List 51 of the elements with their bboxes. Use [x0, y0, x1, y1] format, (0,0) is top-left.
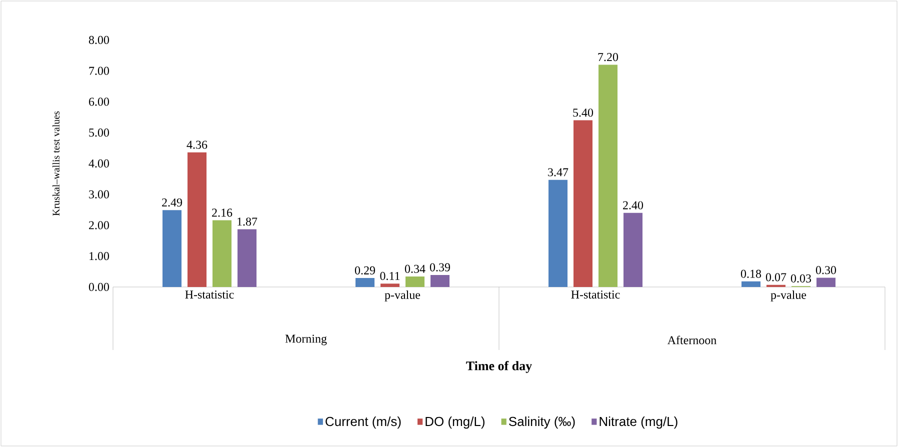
- bar: [212, 220, 232, 287]
- y-tick-label: 6.00: [88, 98, 110, 106]
- data-label: 2.16: [212, 208, 232, 217]
- bar: [574, 120, 592, 287]
- x-tick-label: p-value: [770, 290, 806, 302]
- legend-label: Nitrate (mg/L): [600, 416, 678, 429]
- bar: [238, 229, 257, 287]
- y-tick-label: 5.00: [89, 128, 110, 137]
- x-tick-label: H-statistic: [571, 290, 620, 299]
- y-tick-label: 7.00: [89, 66, 110, 75]
- bar: [548, 180, 568, 287]
- data-label: 3.47: [548, 168, 568, 176]
- text: Afternoon: [667, 336, 716, 344]
- bar: [623, 212, 642, 287]
- data-label: 0.39: [430, 263, 450, 272]
- data-label: 1.87: [238, 218, 258, 226]
- bar: [380, 284, 400, 287]
- y-tick-label: 0.00: [88, 282, 110, 292]
- y-tick-label: 8.00: [88, 36, 110, 44]
- bar: [356, 278, 374, 287]
- bar: [741, 281, 760, 287]
- data-label: 2.40: [623, 201, 644, 210]
- x-tick-label: p-value: [384, 290, 420, 302]
- data-label: 5.40: [573, 108, 594, 117]
- data-label: 0.11: [380, 272, 400, 280]
- legend-label: DO (mg/L): [426, 416, 484, 429]
- y-tick-label: 2.00: [89, 221, 110, 230]
- bar: [188, 152, 207, 287]
- data-label: 0.03: [790, 274, 812, 283]
- bar: [162, 210, 182, 287]
- data-label: 0.34: [404, 264, 426, 273]
- data-label: 0.18: [740, 270, 762, 278]
- data-label: 0.30: [816, 266, 836, 274]
- x-tick-label: H-statistic: [185, 290, 234, 299]
- bar: [406, 276, 424, 287]
- data-label: 4.36: [186, 140, 208, 149]
- y-tick-label: 4.00: [88, 159, 110, 168]
- text: Morning: [285, 334, 327, 346]
- data-label: 0.29: [354, 266, 376, 275]
- data-label: 2.49: [162, 198, 182, 207]
- y-axis-title: Kruskal–wallis test values: [52, 111, 60, 216]
- data-label: 0.07: [766, 273, 786, 282]
- y-tick-label: 1.00: [90, 252, 110, 260]
- data-label: 7.20: [598, 53, 618, 62]
- x-axis-title: Time of day: [466, 361, 532, 373]
- bar: [598, 64, 618, 287]
- legend-label: Current (m/s): [326, 416, 401, 429]
- legend-label: Salinity (‰): [509, 416, 575, 429]
- bar: [430, 274, 450, 287]
- y-tick-label: 3.00: [89, 190, 110, 198]
- bar: [816, 278, 836, 287]
